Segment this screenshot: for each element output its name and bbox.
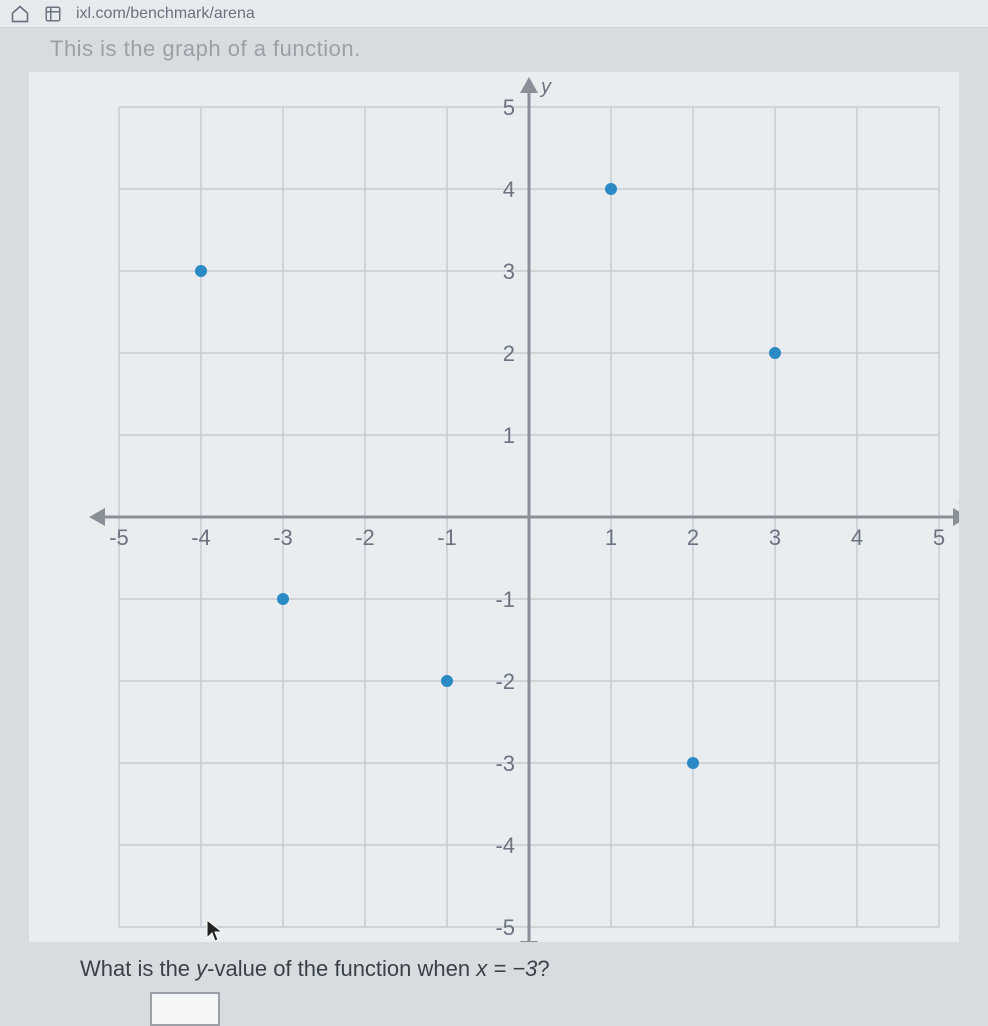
svg-text:-3: -3 [495,751,515,776]
home-icon[interactable] [10,4,30,24]
question-text: What is the y-value of the function when… [20,942,968,992]
svg-text:1: 1 [605,525,617,550]
question-variable-y: y [196,956,207,981]
site-icon [44,5,62,23]
question-suffix: ? [537,956,549,981]
svg-text:-5: -5 [109,525,129,550]
svg-text:-4: -4 [191,525,211,550]
question-middle: -value of the function when [207,956,476,981]
svg-text:-1: -1 [437,525,457,550]
svg-text:-2: -2 [495,669,515,694]
coordinate-plane: -5-4-3-2-112345-5-4-3-2-112345xy [29,72,959,942]
svg-text:5: 5 [933,525,945,550]
svg-text:-1: -1 [495,587,515,612]
svg-text:3: 3 [503,259,515,284]
svg-text:-5: -5 [495,915,515,940]
svg-text:1: 1 [503,423,515,448]
svg-text:x: x [958,486,959,508]
url-text[interactable]: ixl.com/benchmark/arena [76,5,255,23]
question-prefix: What is the [80,956,196,981]
svg-text:2: 2 [503,341,515,366]
question-equation: x = −3 [476,956,537,981]
problem-heading: This is the graph of a function. [20,34,968,72]
svg-text:-2: -2 [355,525,375,550]
svg-text:4: 4 [503,177,515,202]
svg-text:-3: -3 [273,525,293,550]
svg-text:y: y [539,76,552,98]
svg-text:2: 2 [687,525,699,550]
browser-address-bar: ixl.com/benchmark/arena [0,0,988,28]
svg-text:3: 3 [769,525,781,550]
svg-text:4: 4 [851,525,863,550]
svg-text:-4: -4 [495,833,515,858]
function-graph: -5-4-3-2-112345-5-4-3-2-112345xy [29,72,959,942]
answer-input[interactable] [150,992,220,1026]
svg-text:5: 5 [503,95,515,120]
